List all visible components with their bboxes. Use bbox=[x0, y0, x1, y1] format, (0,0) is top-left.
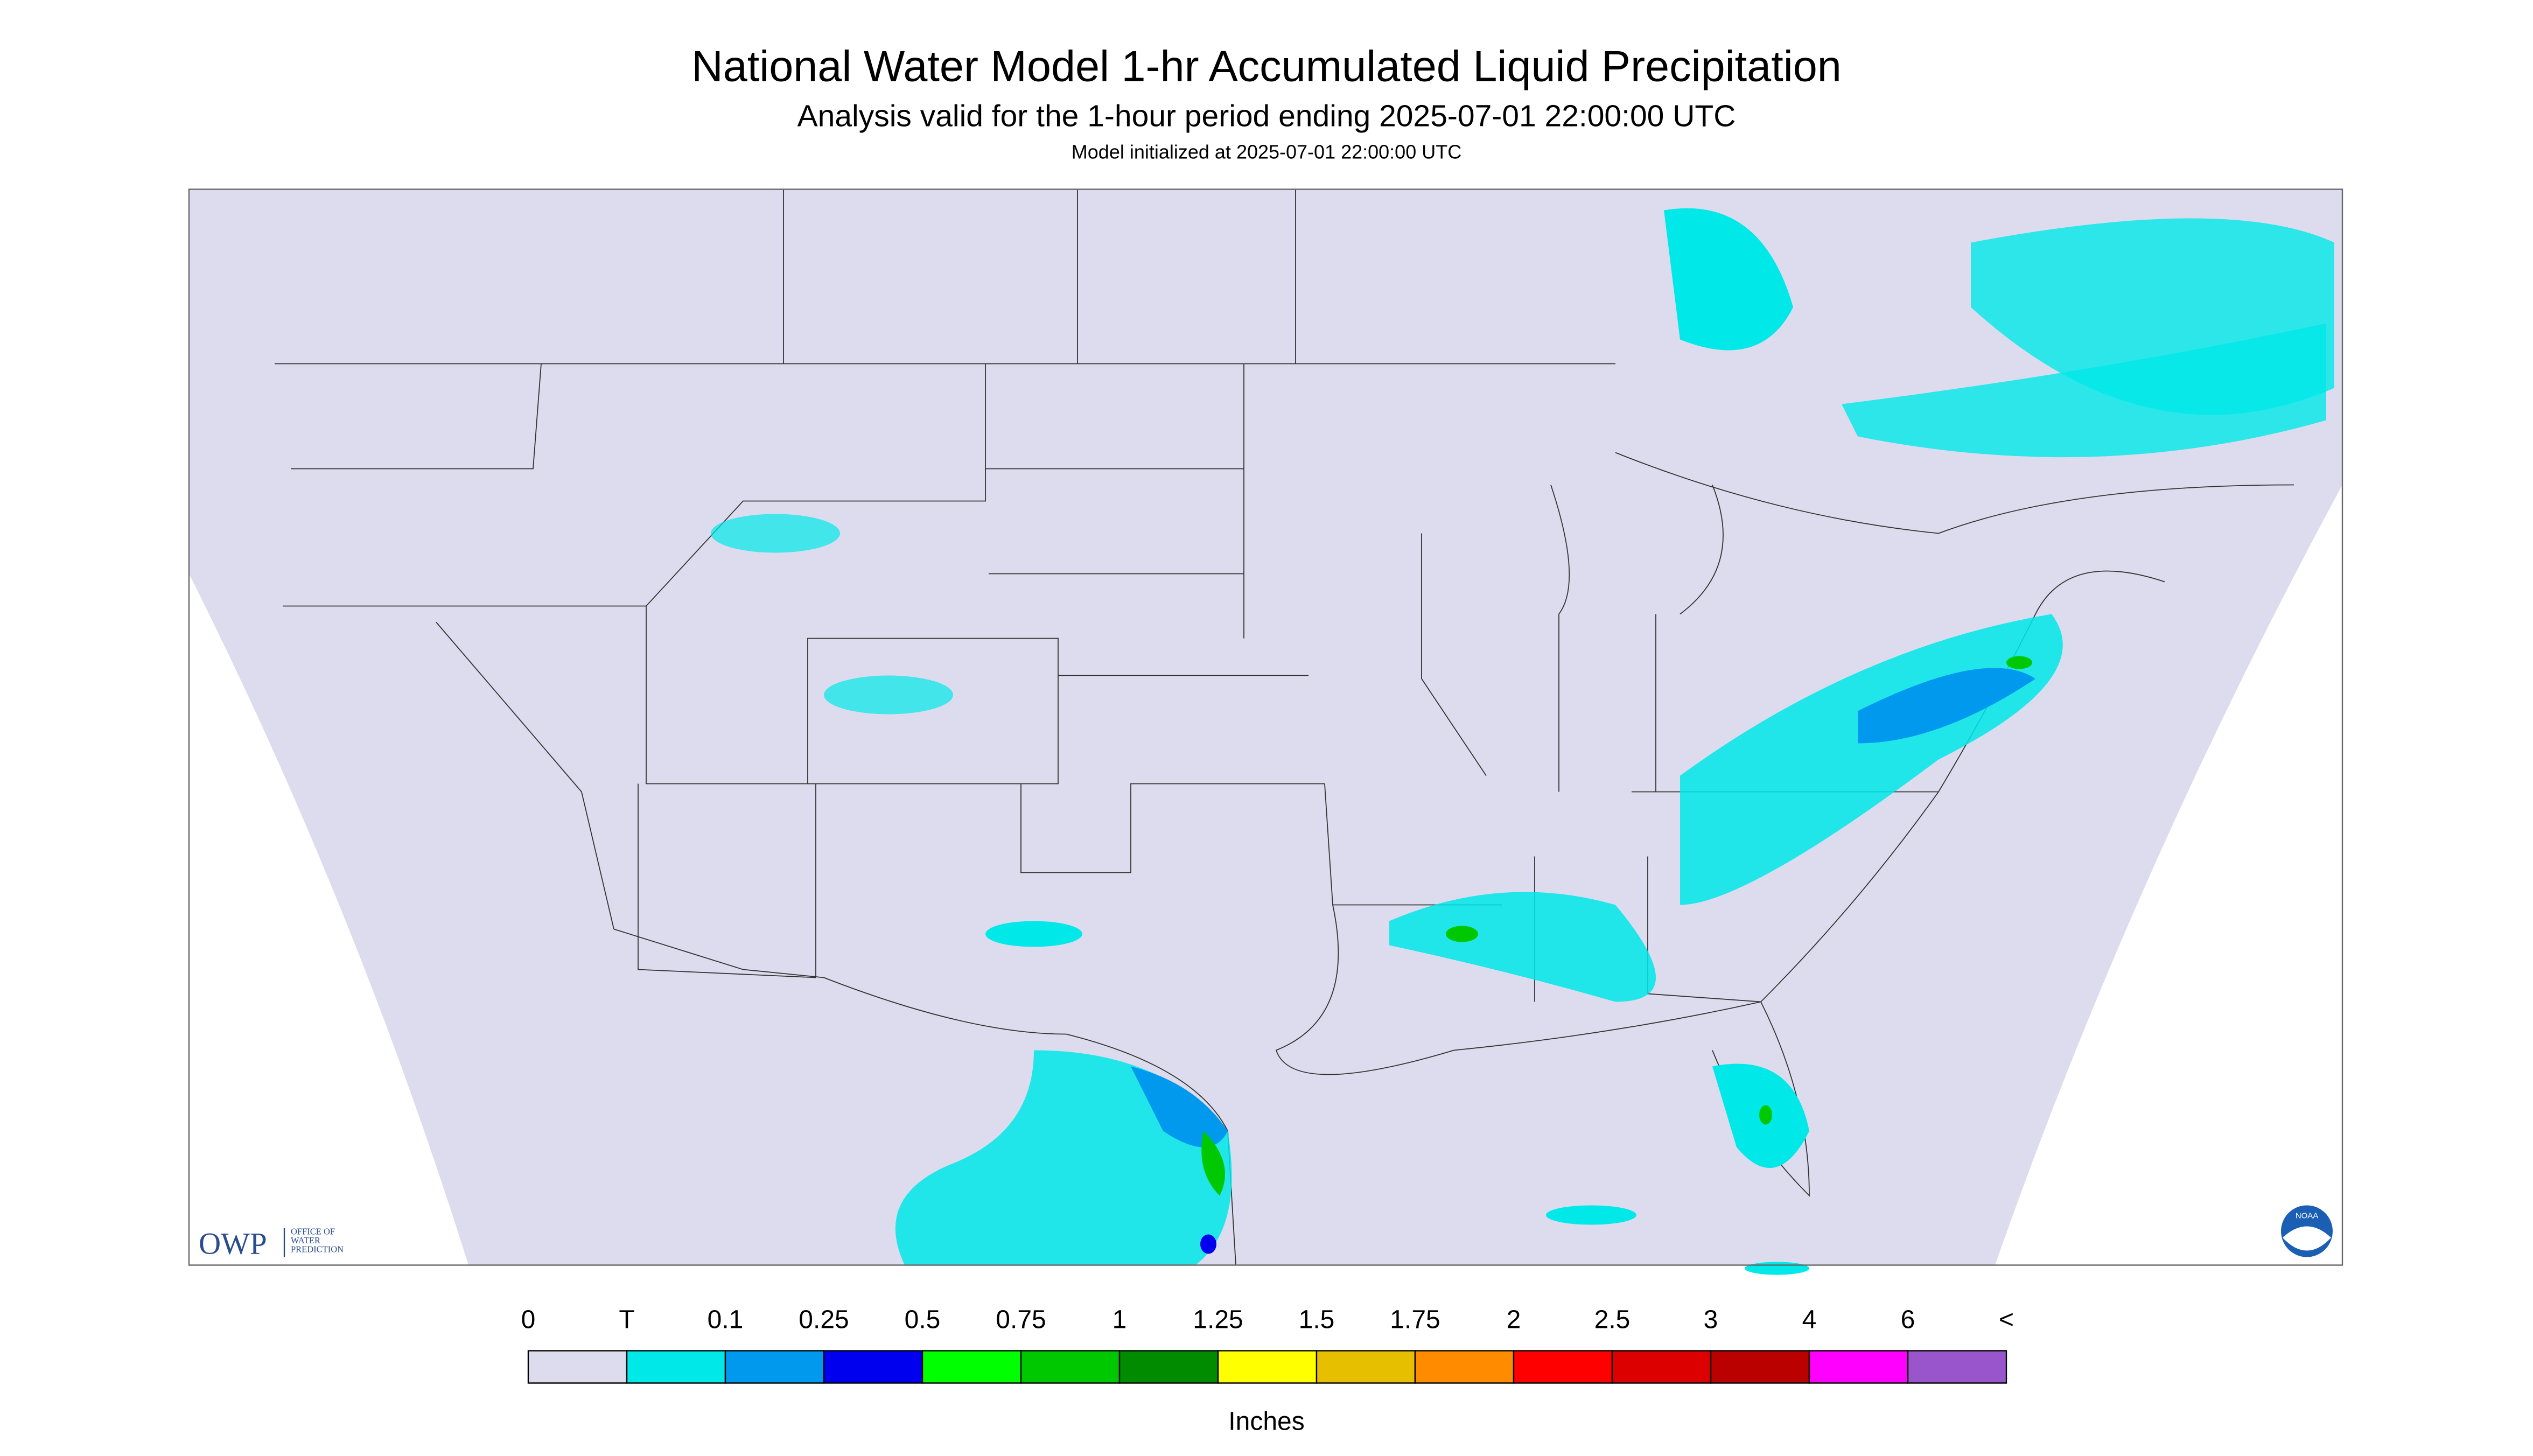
legend-label: < bbox=[1999, 1306, 2014, 1334]
precipitation bbox=[711, 208, 2334, 1275]
legend-swatch bbox=[1513, 1350, 1613, 1384]
legend-units: Inches bbox=[1228, 1408, 1304, 1436]
legend-swatch bbox=[1808, 1350, 1909, 1384]
legend-label: 3 bbox=[1704, 1306, 1718, 1334]
legend-swatch bbox=[1316, 1350, 1416, 1384]
owp-logo: OWP bbox=[199, 1227, 267, 1261]
off-domain bbox=[189, 573, 468, 1265]
legend-label: 1.25 bbox=[1193, 1306, 1243, 1334]
legend-label: 0.5 bbox=[905, 1306, 941, 1334]
legend-swatch bbox=[1710, 1350, 1810, 1384]
legend-swatch bbox=[527, 1350, 628, 1384]
noaa-label: NOAA bbox=[2296, 1212, 2319, 1221]
title: National Water Model 1-hr Accumulated Li… bbox=[691, 43, 1842, 91]
legend-label: 1.5 bbox=[1299, 1306, 1335, 1334]
legend-swatch bbox=[1020, 1350, 1121, 1384]
legend: 0 T 0.1 0.25 0.5 0.75 1 1.25 1.5 1.75 2 2.5 3 4 6 < bbox=[521, 1306, 2014, 1384]
map-frame bbox=[188, 188, 2343, 1266]
legend-swatch bbox=[1118, 1350, 1219, 1384]
subtitle: Analysis valid for the 1-hour period end… bbox=[797, 99, 1736, 134]
boundaries bbox=[275, 189, 2294, 1265]
legend-label: 1 bbox=[1112, 1306, 1127, 1334]
legend-swatch bbox=[724, 1350, 825, 1384]
legend-label: 1.75 bbox=[1390, 1306, 1440, 1334]
legend-label: T bbox=[619, 1306, 634, 1334]
legend-swatch bbox=[1907, 1350, 2007, 1384]
legend-swatch bbox=[1217, 1350, 1318, 1384]
owp-line: OFFICE OF bbox=[291, 1227, 335, 1237]
legend-label: 6 bbox=[1901, 1306, 1915, 1334]
legend-label: 0.25 bbox=[799, 1306, 849, 1334]
legend-label: 0 bbox=[521, 1306, 536, 1334]
legend-swatch bbox=[626, 1350, 726, 1384]
legend-label: 0.1 bbox=[708, 1306, 744, 1334]
legend-label: 2.5 bbox=[1594, 1306, 1631, 1334]
legend-swatch bbox=[921, 1350, 1022, 1384]
legend-swatch bbox=[1611, 1350, 1712, 1384]
legend-swatch bbox=[823, 1350, 923, 1384]
owp-line: WATER bbox=[291, 1235, 320, 1245]
legend-swatch bbox=[1414, 1350, 1515, 1384]
noaa-gull bbox=[2283, 1226, 2331, 1251]
off-domain bbox=[1995, 485, 2342, 1265]
init-time: Model initialized at 2025-07-01 22:00:00… bbox=[1072, 141, 1461, 163]
owp-line: PREDICTION bbox=[291, 1244, 344, 1255]
legend-label: 2 bbox=[1507, 1306, 1521, 1334]
legend-label: 4 bbox=[1802, 1306, 1817, 1334]
legend-label: 0.75 bbox=[996, 1306, 1046, 1334]
map-background bbox=[189, 189, 2342, 1265]
